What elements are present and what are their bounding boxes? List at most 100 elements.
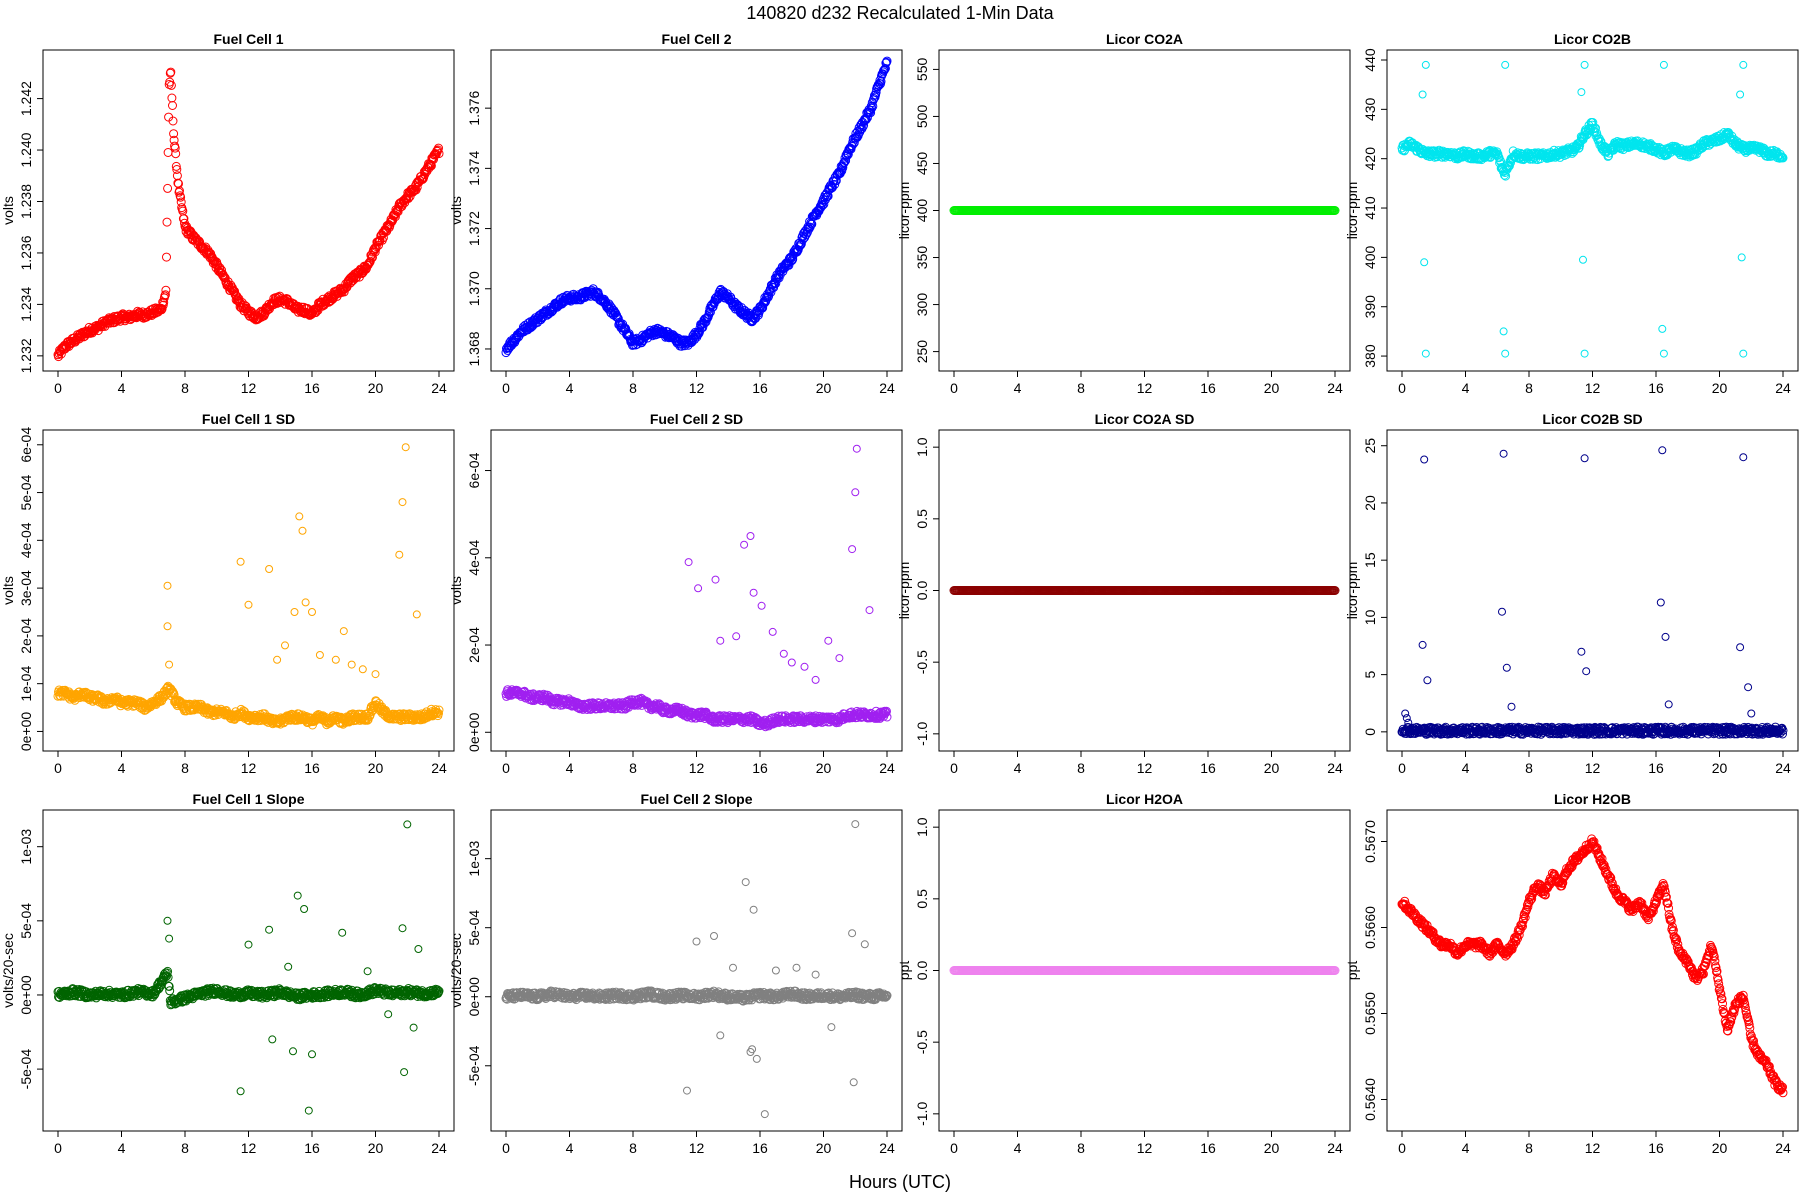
data-point [290, 608, 299, 616]
data-point [1499, 327, 1508, 336]
data-series [501, 444, 892, 732]
data-point [175, 186, 184, 196]
data-point [398, 498, 407, 507]
x-tick-label: 16 [752, 380, 768, 396]
panel-co2asd: Licor CO2A SD0 4 8 12 16 20 24-1.0-0.50.00.51.… [896, 411, 1351, 776]
x-tick-label: 20 [1264, 380, 1280, 396]
y-tick-label: 1.232 [18, 338, 34, 373]
data-point [161, 285, 171, 295]
data-point [704, 310, 714, 320]
data-point [201, 242, 211, 252]
data-point [800, 662, 809, 671]
data-point [412, 610, 421, 619]
x-tick-label: 16 [1200, 760, 1216, 776]
data-point [1421, 60, 1430, 69]
x-tick-label: 16 [1648, 380, 1664, 396]
y-tick-label: 0 [1362, 728, 1378, 736]
x-tick-label: 24 [879, 760, 895, 776]
x-tick-label: 24 [1327, 380, 1343, 396]
x-tick-label: 12 [689, 760, 705, 776]
data-point [1592, 729, 1602, 739]
data-point [347, 660, 356, 669]
data-point [167, 93, 177, 103]
data-point [172, 171, 182, 181]
data-series [53, 67, 444, 362]
data-series [501, 56, 892, 358]
data-point [160, 290, 170, 300]
data-point [1739, 349, 1748, 358]
data-point [273, 655, 282, 664]
data-point [176, 192, 186, 202]
data-point [1330, 206, 1340, 215]
data-point [166, 67, 176, 77]
data-point [840, 157, 849, 167]
data-point [859, 120, 869, 130]
x-tick-label: 4 [1462, 760, 1470, 776]
data-point [168, 101, 177, 110]
x-tick-label: 16 [1200, 380, 1216, 396]
panel-fc1: Fuel Cell 10 4 8 12 16 20 241.2321.2341.2361.2… [0, 31, 455, 396]
data-point [843, 149, 853, 159]
data-point [823, 191, 833, 201]
data-point [1420, 258, 1429, 267]
x-tick-label: 12 [241, 380, 257, 396]
y-tick-label: 4e-04 [466, 540, 482, 576]
x-tick-label: 0 [502, 380, 510, 396]
y-axis-label: volts [0, 576, 16, 605]
y-tick-label: 1.370 [466, 271, 482, 306]
data-point [1501, 349, 1510, 358]
data-point [162, 252, 171, 262]
y-tick-label: 2e-04 [466, 627, 482, 663]
panel-title: Licor CO2B [1554, 31, 1631, 47]
y-tick-label: 0e+00 [18, 712, 34, 752]
data-point [866, 108, 876, 118]
panel-title: Licor CO2A SD [1095, 411, 1195, 427]
x-tick-label: 20 [1712, 760, 1728, 776]
x-tick-label: 8 [1525, 760, 1533, 776]
data-series [1397, 446, 1788, 739]
y-tick-label: 1e-04 [18, 666, 34, 702]
data-point [798, 234, 808, 244]
y-axis-label: licor-ppm [896, 562, 912, 620]
data-point [865, 606, 874, 615]
y-axis-label: volts [448, 196, 464, 225]
data-point [217, 265, 226, 275]
data-point [768, 627, 777, 636]
y-tick-label: 550 [914, 58, 930, 82]
data-point [825, 184, 835, 194]
data-point [1778, 153, 1788, 163]
data-point [771, 278, 781, 288]
x-tick-label: 4 [1462, 380, 1470, 396]
data-point [163, 581, 172, 590]
data-point [169, 690, 179, 700]
data-point [163, 622, 172, 631]
panel-title: Fuel Cell 2 [661, 31, 731, 47]
y-tick-label: 1.374 [466, 151, 482, 186]
data-point [746, 532, 755, 540]
data-point [848, 545, 857, 554]
data-point [404, 193, 413, 203]
data-point [852, 444, 861, 453]
data-point [429, 155, 438, 164]
data-point [390, 212, 400, 222]
y-tick-label: 250 [914, 340, 930, 364]
data-point [711, 575, 720, 584]
data-point [716, 636, 725, 645]
x-tick-label: 8 [181, 760, 189, 776]
x-tick-label: 8 [629, 380, 637, 396]
x-tick-label: 4 [118, 760, 126, 776]
data-point [881, 58, 891, 68]
data-point [434, 709, 443, 718]
y-tick-label: 0.5 [914, 509, 930, 529]
data-point [230, 286, 240, 296]
data-point [1596, 137, 1606, 146]
data-point [432, 146, 442, 156]
x-tick-label: 20 [1264, 760, 1280, 776]
x-tick-label: 8 [629, 760, 637, 776]
data-point [880, 64, 890, 74]
data-point [67, 338, 77, 348]
data-point [1659, 349, 1668, 358]
y-tick-label: 15 [1362, 552, 1378, 568]
